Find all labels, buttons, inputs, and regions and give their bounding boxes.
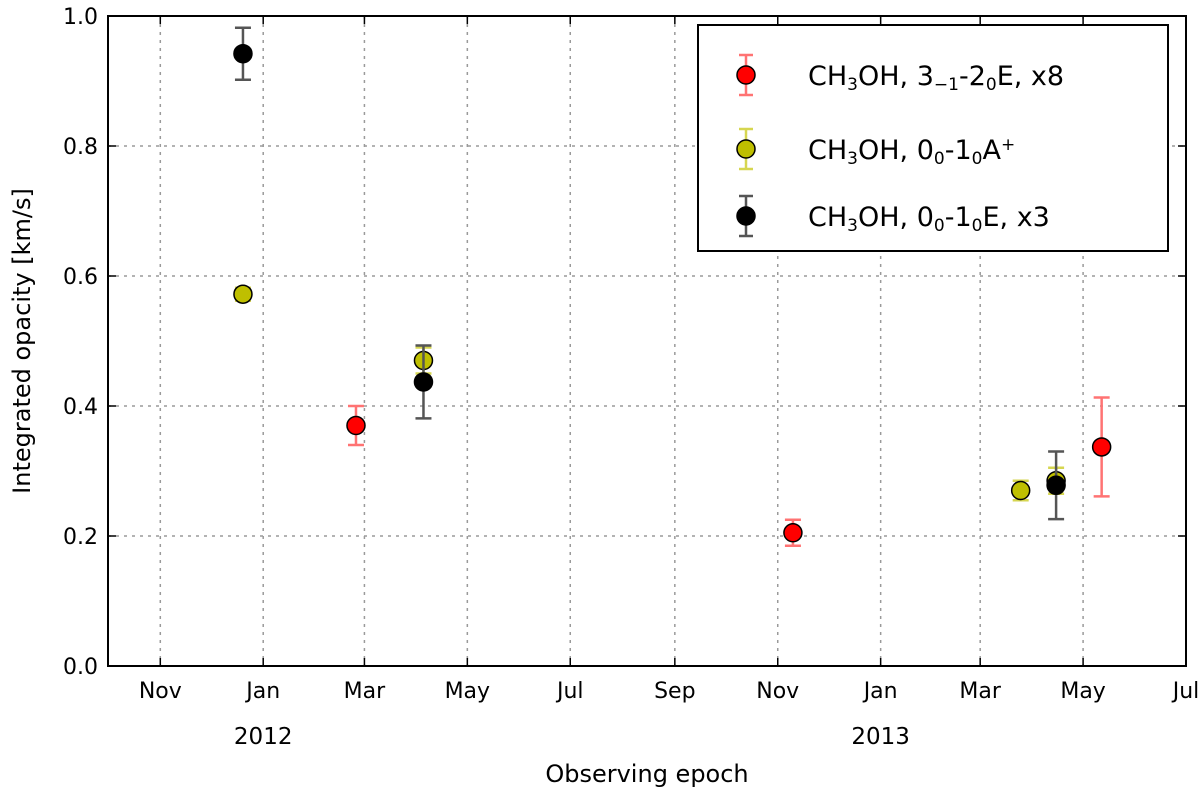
plot-area [107, 15, 1187, 667]
y-tick-label: 0.0 [63, 655, 98, 680]
data-point [1091, 437, 1112, 457]
legend-entry: CH3OH, 3−1-20E, x8 [736, 53, 1064, 97]
x-tick-label: Jul [555, 679, 584, 704]
y-tick-label: 0.4 [63, 395, 98, 420]
data-point [1010, 480, 1031, 501]
data-point [233, 284, 253, 304]
legend-entry: CH3OH, 00-10A+ [736, 127, 1015, 171]
x-tick-label: Jul [1171, 679, 1200, 704]
y-tick-label: 1.0 [63, 5, 98, 30]
legend-marker [736, 139, 756, 159]
data-point [346, 415, 366, 436]
legend-marker [736, 65, 756, 85]
data-point [1046, 475, 1066, 496]
data-point [413, 372, 434, 392]
x-tick-label: May [1060, 679, 1105, 704]
x-axis: Nov Jan Mar May Jul Sep Nov Jan Mar May Jul 2012 201… [139, 16, 1199, 750]
y-tick-label: 0.2 [63, 525, 98, 550]
x-tick-label: Jan [244, 679, 280, 704]
data-point [783, 523, 803, 543]
legend-label: CH3OH, 00-10E, x3 [808, 202, 1050, 236]
legend-entry: CH3OH, 00-10E, x3 [736, 194, 1050, 238]
x-tick-label: Nov [756, 679, 799, 704]
x-tick-label: Mar [344, 679, 386, 704]
x-year-label: 2012 [234, 724, 293, 750]
x-axis-title: Observing epoch [545, 760, 748, 788]
series [233, 26, 1112, 547]
y-tick-label: 0.6 [63, 265, 98, 290]
legend-label: CH3OH, 3−1-20E, x8 [808, 61, 1064, 95]
series-2 [233, 284, 1066, 502]
legend-marker [736, 206, 756, 226]
x-tick-label: Jan [862, 679, 898, 704]
data-point [233, 43, 253, 64]
series-3 [233, 26, 1066, 521]
x-tick-label: Sep [654, 679, 695, 704]
y-axis-title: Integrated opacity [km/s] [8, 188, 36, 494]
x-year-label: 2013 [851, 724, 910, 750]
series-1 [346, 396, 1112, 547]
legend: CH3OH, 3−1-20E, x8 CH3OH, 00-10A+ CH3OH, 0… [697, 24, 1169, 252]
x-tick-label: Nov [139, 679, 182, 704]
x-tick-label: May [445, 679, 490, 704]
legend-box [697, 24, 1169, 252]
legend-label: CH3OH, 00-10A+ [808, 135, 1015, 169]
x-tick-label: Mar [959, 679, 1001, 704]
y-tick-label: 0.8 [63, 135, 98, 160]
y-axis: 0.0 0.2 0.4 0.6 0.8 1.0 [63, 5, 1186, 680]
